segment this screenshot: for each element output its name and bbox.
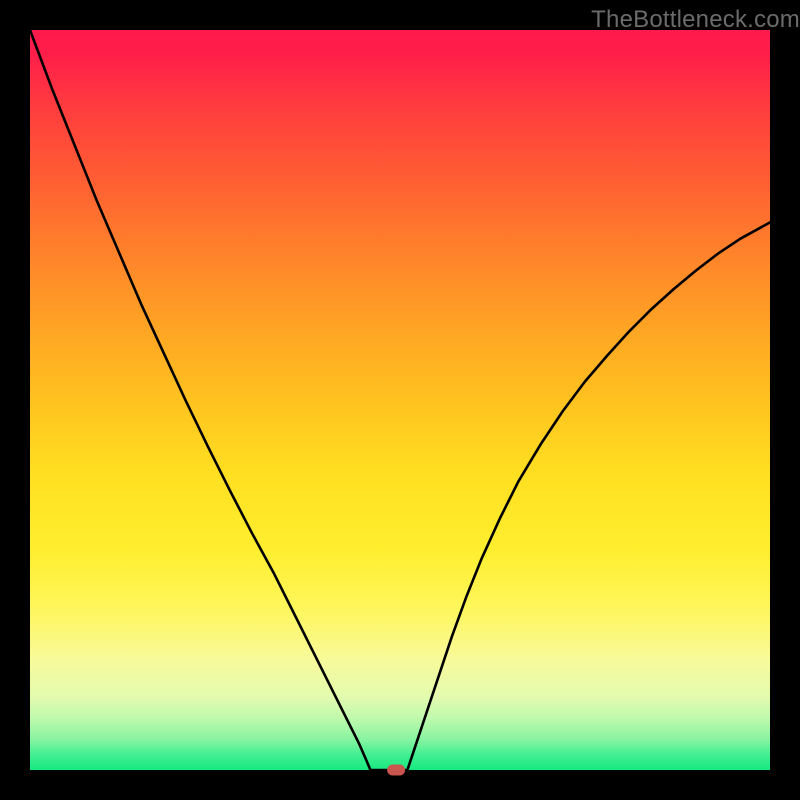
plot-area xyxy=(30,30,770,770)
watermark-text: TheBottleneck.com xyxy=(0,6,800,34)
optimal-point-marker xyxy=(387,764,405,775)
curve-svg xyxy=(30,30,770,770)
chart-root: TheBottleneck.com xyxy=(0,0,800,800)
bottleneck-curve xyxy=(30,30,770,770)
